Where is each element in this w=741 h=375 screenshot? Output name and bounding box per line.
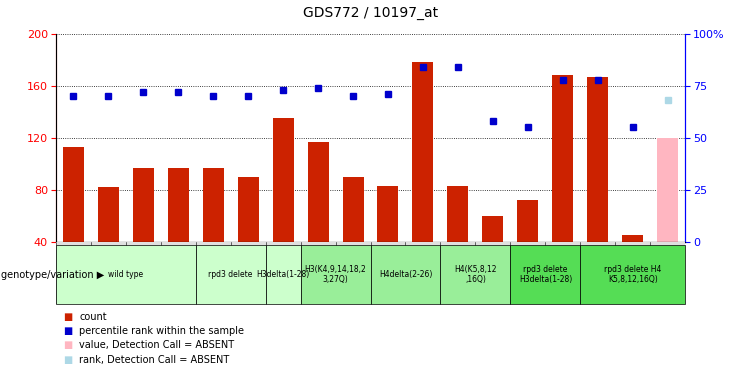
Text: GSM27838: GSM27838: [99, 244, 108, 293]
Text: GSM27852: GSM27852: [589, 244, 598, 293]
Bar: [448, 186, 468, 242]
Bar: [370, 245, 440, 304]
Text: GSM27851: GSM27851: [554, 244, 563, 293]
Bar: [56, 242, 685, 304]
Text: GSM27841: GSM27841: [204, 244, 213, 293]
Bar: [202, 168, 224, 242]
Bar: [265, 245, 301, 304]
Text: ■: ■: [63, 312, 72, 322]
Bar: [482, 216, 503, 242]
Text: ■: ■: [63, 340, 72, 350]
Text: GSM27854: GSM27854: [659, 244, 668, 293]
Text: GSM27847: GSM27847: [414, 244, 423, 293]
Bar: [511, 245, 580, 304]
Bar: [308, 142, 328, 242]
Text: H3delta(1-28): H3delta(1-28): [256, 270, 310, 279]
Bar: [62, 147, 84, 242]
Bar: [238, 177, 259, 242]
Text: GSM27839: GSM27839: [134, 244, 143, 293]
Text: GSM27849: GSM27849: [484, 244, 493, 293]
Text: GSM27846: GSM27846: [379, 244, 388, 293]
Text: GSM27844: GSM27844: [309, 244, 318, 292]
Text: GSM27837: GSM27837: [64, 244, 73, 293]
Bar: [342, 177, 364, 242]
Text: rpd3 delete: rpd3 delete: [208, 270, 253, 279]
Bar: [580, 245, 685, 304]
Bar: [301, 245, 370, 304]
Bar: [196, 245, 265, 304]
Text: wild type: wild type: [108, 270, 143, 279]
Bar: [440, 245, 511, 304]
Bar: [553, 75, 574, 242]
Text: value, Detection Call = ABSENT: value, Detection Call = ABSENT: [79, 340, 234, 350]
Text: GSM27848: GSM27848: [449, 244, 458, 293]
Bar: [517, 200, 539, 242]
Text: GSM27845: GSM27845: [344, 244, 353, 293]
Text: GDS772 / 10197_at: GDS772 / 10197_at: [303, 6, 438, 20]
Text: count: count: [79, 312, 107, 322]
Text: rank, Detection Call = ABSENT: rank, Detection Call = ABSENT: [79, 355, 230, 364]
Bar: [622, 236, 643, 242]
Bar: [657, 138, 679, 242]
Text: rpd3 delete
H3delta(1-28): rpd3 delete H3delta(1-28): [519, 265, 572, 284]
Bar: [413, 62, 433, 242]
Text: H3(K4,9,14,18,2
3,27Q): H3(K4,9,14,18,2 3,27Q): [305, 265, 366, 284]
Text: H4delta(2-26): H4delta(2-26): [379, 270, 432, 279]
Text: GSM27840: GSM27840: [169, 244, 178, 293]
Bar: [56, 245, 196, 304]
Text: GSM27843: GSM27843: [274, 244, 283, 293]
Bar: [377, 186, 399, 242]
Text: GSM27850: GSM27850: [519, 244, 528, 293]
Bar: [167, 168, 188, 242]
Text: H4(K5,8,12
,16Q): H4(K5,8,12 ,16Q): [454, 265, 496, 284]
Text: ■: ■: [63, 326, 72, 336]
Text: genotype/variation ▶: genotype/variation ▶: [1, 270, 104, 280]
Text: rpd3 delete H4
K5,8,12,16Q): rpd3 delete H4 K5,8,12,16Q): [604, 265, 662, 284]
Text: percentile rank within the sample: percentile rank within the sample: [79, 326, 245, 336]
Text: ■: ■: [63, 355, 72, 364]
Bar: [273, 118, 293, 242]
Bar: [588, 76, 608, 242]
Bar: [133, 168, 153, 242]
Bar: [98, 187, 119, 242]
Text: GSM27842: GSM27842: [239, 244, 248, 292]
Text: GSM27853: GSM27853: [624, 244, 633, 293]
